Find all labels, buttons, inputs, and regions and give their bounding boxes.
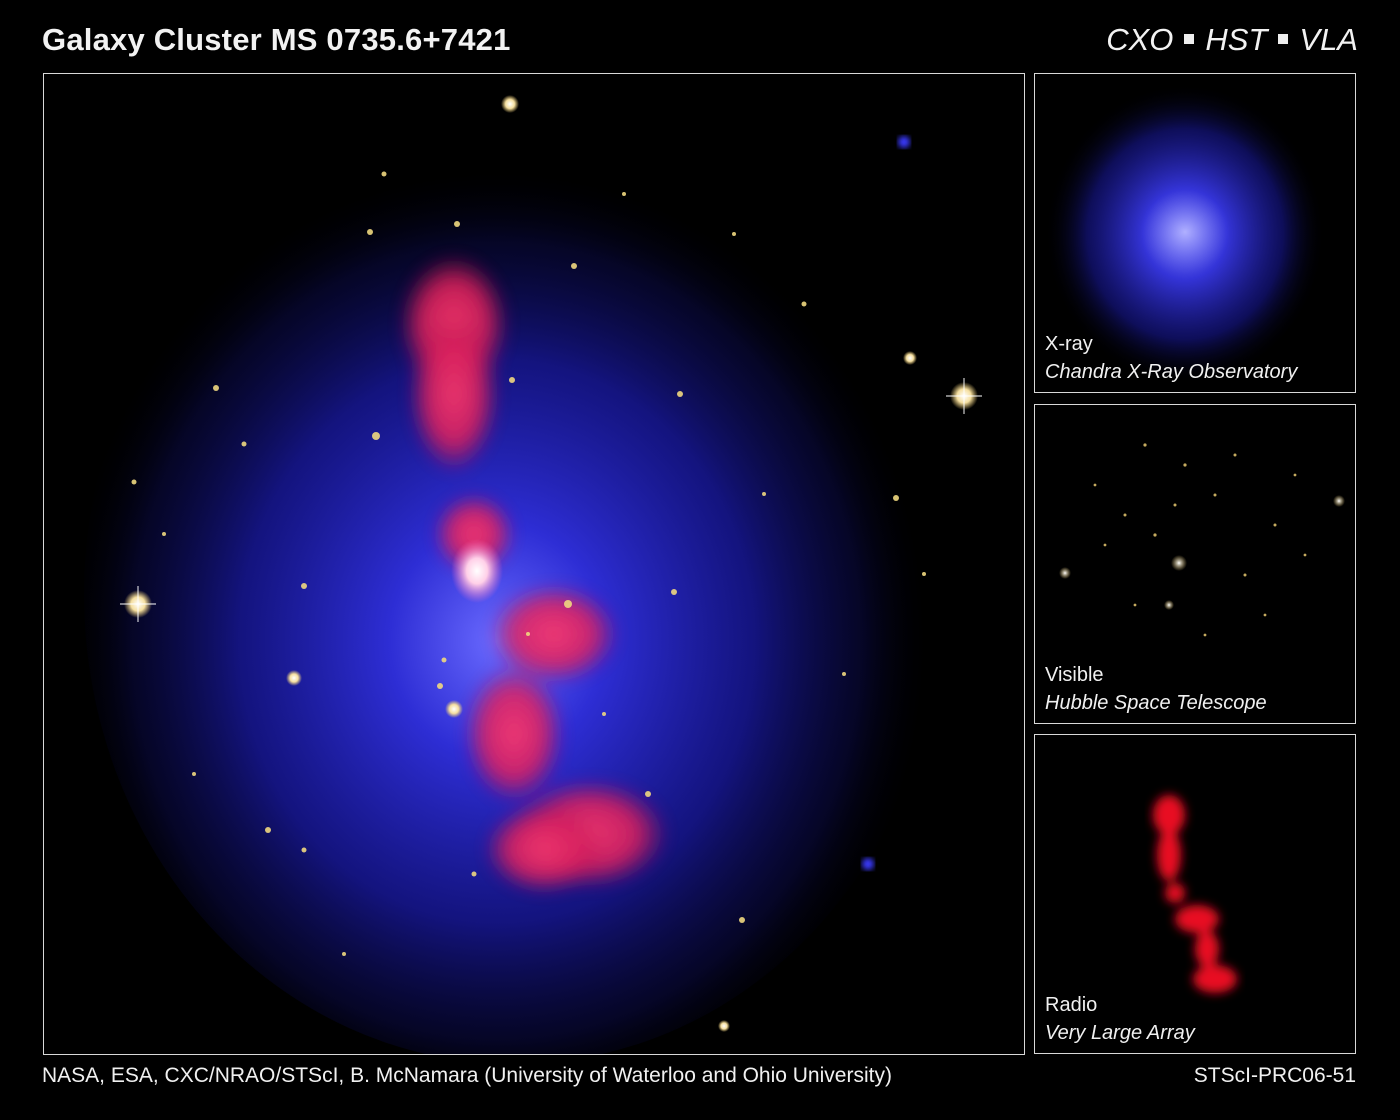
separator-square (1278, 33, 1289, 44)
xray-image (1035, 74, 1355, 392)
radio-panel: Radio Very Large Array (1034, 734, 1356, 1054)
separator-square (1184, 33, 1195, 44)
visible-panel: Visible Hubble Space Telescope (1034, 404, 1356, 724)
observatory-vla: VLA (1299, 22, 1358, 57)
xray-label: X-ray (1045, 333, 1093, 355)
visible-label: Visible (1045, 664, 1104, 686)
image-credits: NASA, ESA, CXC/NRAO/STScI, B. McNamara (… (42, 1064, 892, 1087)
observatory-hst: HST (1205, 22, 1268, 57)
observatory-cxo: CXO (1106, 22, 1174, 57)
xray-panel: X-ray Chandra X-Ray Observatory (1034, 73, 1356, 393)
radio-source: Very Large Array (1045, 1022, 1195, 1044)
image-title: Galaxy Cluster MS 0735.6+7421 (42, 22, 511, 57)
composite-image-panel (43, 73, 1025, 1055)
visible-source: Hubble Space Telescope (1045, 692, 1267, 714)
release-id: STScI-PRC06-51 (1193, 1064, 1356, 1087)
composite-image (44, 74, 1024, 1054)
xray-source: Chandra X-Ray Observatory (1045, 361, 1298, 383)
visible-image (1035, 405, 1355, 723)
observatory-list: CXO HST VLA (1106, 22, 1358, 58)
radio-label: Radio (1045, 994, 1098, 1016)
radio-image (1035, 735, 1355, 1053)
